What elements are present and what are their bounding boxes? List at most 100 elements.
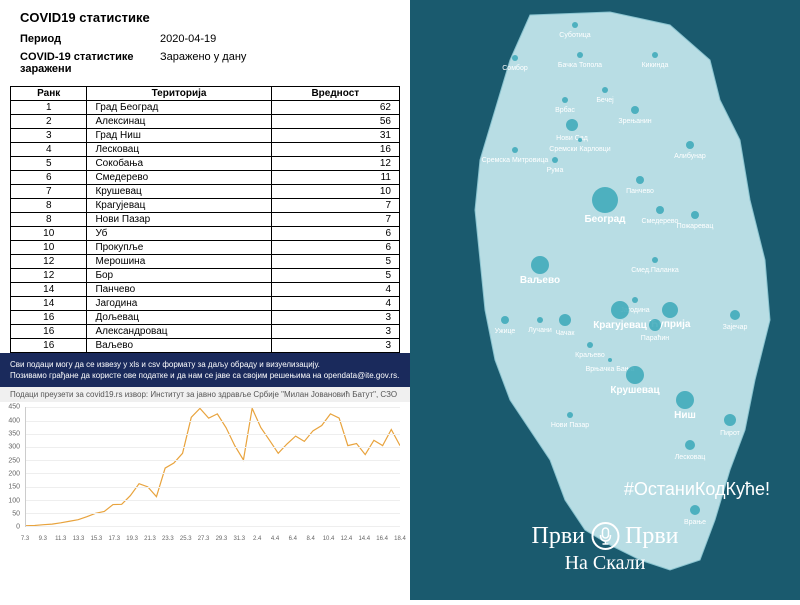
table-cell: 11 — [271, 171, 399, 185]
x-tick: 15.3 — [91, 536, 103, 542]
city-dot — [501, 316, 509, 324]
city-label: Лучани — [528, 327, 552, 334]
city-dot — [567, 412, 573, 418]
y-tick: 50 — [12, 511, 20, 518]
table-cell: 5 — [271, 269, 399, 283]
city-dot — [587, 342, 593, 348]
table-cell: 16 — [11, 311, 87, 325]
city-dot — [531, 256, 549, 274]
line-chart: 050100150200250300350400450 7.39.311.313… — [0, 402, 410, 542]
table-cell: 10 — [11, 227, 87, 241]
city-label: Панчево — [626, 188, 654, 195]
table-cell: 3 — [11, 129, 87, 143]
city-label: Параћин — [641, 334, 670, 342]
y-tick: 250 — [8, 457, 20, 464]
city-dot — [592, 187, 618, 213]
microphone-icon — [591, 522, 619, 550]
table-cell: 6 — [271, 241, 399, 255]
table-cell: 6 — [11, 171, 87, 185]
table-cell: 10 — [271, 185, 399, 199]
y-tick: 0 — [16, 524, 20, 531]
city-dot — [685, 440, 695, 450]
table-cell: 16 — [11, 339, 87, 353]
stat-row: COVID-19 статистикезаражени Заражено у д… — [20, 51, 390, 75]
table-cell: Град Београд — [87, 101, 271, 115]
x-tick: 10.4 — [323, 536, 335, 542]
period-label: Период — [20, 33, 160, 45]
table-row: 5Сокобања12 — [11, 157, 400, 171]
gridline — [26, 526, 400, 527]
city-dot — [572, 22, 578, 28]
table-row: 10Прокупље6 — [11, 241, 400, 255]
table-cell: 5 — [271, 255, 399, 269]
table-cell: Уб — [87, 227, 271, 241]
x-tick: 4.4 — [271, 536, 279, 542]
logo-word-2: Први — [625, 523, 679, 550]
table-cell: Алексинац — [87, 115, 271, 129]
city-dot — [578, 138, 582, 142]
table-cell: Лесковац — [87, 143, 271, 157]
city-label: Врање — [684, 519, 706, 526]
header-block: COVID19 статистике Период 2020-04-19 COV… — [0, 0, 410, 86]
table-row: 8Нови Пазар7 — [11, 213, 400, 227]
ranking-table: РанкТериторијаВредност 1Град Београд622А… — [10, 86, 400, 353]
table-cell: 14 — [11, 297, 87, 311]
city-label: Суботица — [559, 31, 591, 39]
city-label: Бечеј — [596, 97, 614, 104]
table-row: 16Дољевац3 — [11, 311, 400, 325]
city-dot — [512, 147, 518, 153]
table-cell: 7 — [271, 213, 399, 227]
table-cell: 31 — [271, 129, 399, 143]
city-label: Смед.Паланка — [631, 267, 679, 274]
x-tick: 11.3 — [55, 536, 66, 542]
logo-word-1: Први — [531, 523, 585, 550]
table-row: 10Уб6 — [11, 227, 400, 241]
gridline — [26, 407, 400, 408]
y-tick: 150 — [8, 484, 20, 491]
table-row: 14Јагодина4 — [11, 297, 400, 311]
table-cell: 8 — [11, 199, 87, 213]
city-label: Сомбор — [502, 64, 528, 72]
x-axis: 7.39.311.313.315.317.319.321.323.325.327… — [25, 530, 400, 542]
table-cell: 3 — [271, 325, 399, 339]
x-tick: 27.3 — [198, 536, 210, 542]
logo-bottom: На Скали — [531, 552, 678, 575]
y-axis: 050100150200250300350400450 — [2, 407, 22, 527]
gridline — [26, 473, 400, 474]
table-cell: 5 — [11, 157, 87, 171]
table-cell: 16 — [271, 143, 399, 157]
city-label: Ужице — [495, 328, 516, 335]
table-cell: Ваљево — [87, 339, 271, 353]
x-tick: 8.4 — [307, 536, 315, 542]
hashtag: #ОстаниКодКуће! — [624, 479, 770, 500]
table-cell: 2 — [11, 115, 87, 129]
city-dot — [652, 52, 658, 58]
table-row: 12Мерошина5 — [11, 255, 400, 269]
x-tick: 2.4 — [253, 536, 261, 542]
gridline — [26, 513, 400, 514]
table-cell: Сокобања — [87, 157, 271, 171]
stat-label: COVID-19 статистикезаражени — [20, 51, 160, 75]
city-label: Смедерево — [642, 218, 679, 225]
city-dot — [636, 176, 644, 184]
table-cell: 12 — [271, 157, 399, 171]
table-row: 6Смедерево11 — [11, 171, 400, 185]
city-dot — [656, 206, 664, 214]
city-label: Рума — [547, 167, 564, 174]
city-dot — [559, 314, 571, 326]
x-tick: 6.4 — [289, 536, 297, 542]
table-cell: 10 — [11, 241, 87, 255]
gridline — [26, 487, 400, 488]
table-header: Вредност — [271, 87, 399, 101]
chart-line — [26, 407, 400, 526]
period-value: 2020-04-19 — [160, 33, 216, 45]
table-cell: Панчево — [87, 283, 271, 297]
table-cell: 4 — [11, 143, 87, 157]
city-label: Сремска Митровица — [482, 157, 549, 164]
gridline — [26, 421, 400, 422]
x-tick: 29.3 — [216, 536, 228, 542]
table-row: 8Крагујевац7 — [11, 199, 400, 213]
city-dot — [649, 319, 661, 331]
city-label: Ваљево — [520, 275, 560, 286]
y-tick: 300 — [8, 444, 20, 451]
